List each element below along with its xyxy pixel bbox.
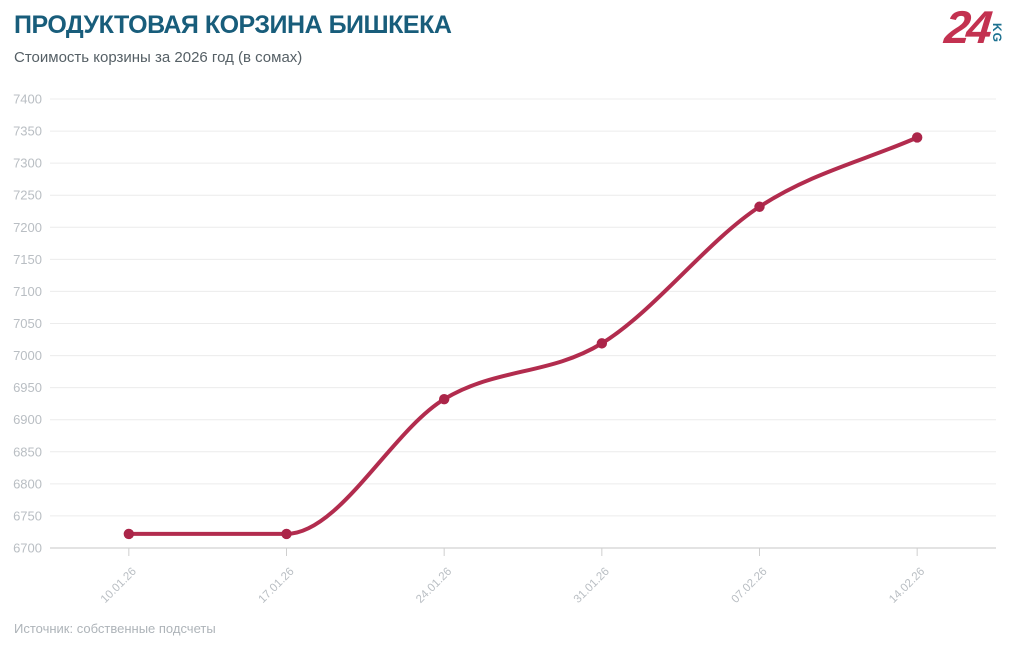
y-tick-label: 7350	[13, 124, 42, 139]
x-tick-label: 07.02.26	[729, 566, 769, 606]
x-tick-label: 17.01.26	[256, 566, 296, 606]
source-note: Источник: собственные подсчеты	[14, 621, 216, 636]
x-tick-label: 10.01.26	[99, 566, 139, 606]
data-point	[596, 338, 608, 349]
y-tick-label: 7150	[13, 252, 42, 267]
data-point	[438, 393, 450, 405]
page-title: ПРОДУКТОВАЯ КОРЗИНА БИШКЕКА	[14, 11, 452, 39]
data-point	[281, 528, 292, 540]
y-tick-label: 7300	[13, 156, 42, 171]
y-tick-label: 6850	[13, 444, 42, 459]
y-tick-label: 7100	[13, 284, 42, 299]
data-point	[754, 201, 765, 212]
data-point	[123, 528, 135, 540]
series-line	[126, 135, 920, 536]
chart-subtitle: Стоимость корзины за 2026 год (в сомах)	[14, 48, 303, 66]
y-tick-label: 6900	[13, 412, 42, 427]
y-tick-label: 7000	[13, 348, 42, 363]
x-tick-label: 31.01.26	[572, 566, 612, 606]
x-tick-label: 24.01.26	[414, 566, 454, 606]
x-tick-label: 14.02.26	[887, 566, 927, 606]
y-tick-label: 7400	[13, 92, 42, 107]
y-tick-label: 6800	[13, 476, 42, 491]
data-point	[911, 132, 923, 143]
y-tick-label: 6950	[13, 380, 42, 395]
logo-kg-text: KG	[990, 23, 1004, 44]
logo-24-text: 24	[942, 1, 991, 53]
y-tick-label: 6700	[13, 541, 42, 556]
y-tick-label: 6750	[13, 508, 42, 523]
y-tick-label: 7200	[13, 220, 42, 235]
y-tick-label: 7050	[13, 316, 42, 331]
header: ПРОДУКТОВАЯ КОРЗИНА БИШКЕКА Стоимость ко…	[14, 11, 452, 66]
logo-24kg: 24 KG	[942, 1, 1004, 53]
y-tick-label: 7250	[13, 188, 42, 203]
